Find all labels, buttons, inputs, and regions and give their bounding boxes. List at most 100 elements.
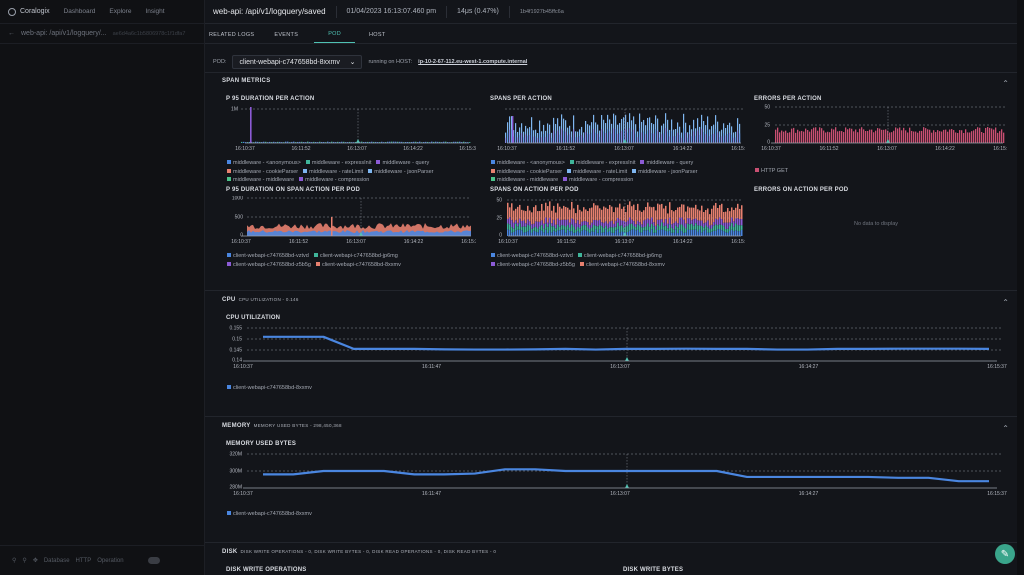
cpu-title: CPU [222,297,236,303]
spans-bar-inner [707,129,709,143]
nav-insight[interactable]: Insight [145,8,165,15]
spans-pod-bar [555,231,557,236]
errors-bar [887,130,889,143]
legend-item[interactable]: middleware - rateLimit [567,168,627,175]
legend-item[interactable]: HTTP GET [755,168,788,174]
legend-label: client-webapi-c747658bd-8xxmv [233,511,312,517]
legend-label: middleware - <anonymous> [497,160,565,166]
host-link[interactable]: ip-10-2-67-112.eu-west-1.compute.interna… [418,59,528,65]
spans-pod-bar [585,209,587,222]
span-timestamp: 01/04/2023 16:13:07.460 pm [346,8,437,15]
legend-item[interactable]: middleware - jsonParser [368,168,434,175]
legend-item[interactable]: middleware - <anonymous> [227,160,301,166]
errors-bar [841,131,843,143]
spans-pod-bar [715,202,717,219]
p95-bar [369,141,371,143]
spans-bar-inner [529,135,531,143]
spans-pod-bar [663,208,665,223]
spans-bar [583,132,585,143]
legend-item[interactable]: client-webapi-c747658bd-8xxmv [227,385,312,391]
errors-bar [831,128,833,143]
spans-pod-bar [703,212,705,224]
legend-item[interactable]: client-webapi-c747658bd-z5b5g [227,261,311,268]
legend-item[interactable]: client-webapi-c747658bd-8xxmv [579,261,665,268]
filter-database[interactable]: Database [43,557,70,564]
spans-pod-bar [667,231,669,236]
filter-operation[interactable]: Operation [97,557,124,564]
spans-bar [563,118,565,143]
legend-item[interactable]: middleware - <anonymous> [491,160,565,166]
legend-item[interactable]: middleware - middleware [491,177,558,183]
spans-pod-bar [587,227,589,232]
legend-item[interactable]: client-webapi-c747658bd-8xxmv [315,261,401,268]
spans-bar [655,115,657,143]
legend-item[interactable]: middleware - query [376,160,429,166]
legend-item[interactable]: middleware - expressInit [305,160,371,166]
chat-help-button[interactable]: ✎ [995,544,1015,564]
tab-events[interactable]: EVENTS [274,32,299,38]
spans-pod-bar [535,221,537,227]
legend-item[interactable]: middleware - cookieParser [491,168,562,175]
spans-pod-bar [547,226,549,233]
toggle-switch[interactable] [147,557,160,564]
legend-item[interactable]: client-webapi-c747658bd-8xxmv [227,511,312,517]
legend-item[interactable]: client-webapi-c747658bd-vztvd [227,253,309,259]
nav-dashboard[interactable]: Dashboard [63,8,96,15]
errors-bar [789,132,791,143]
legend-item[interactable]: middleware - expressInit [569,160,635,166]
scrollbar[interactable] [1017,0,1024,575]
move-icon[interactable]: ✥ [32,558,38,564]
spans-bar-inner [589,134,591,143]
legend-label: middleware - middleware [233,177,295,183]
legend-item[interactable]: middleware - cookieParser [227,168,298,175]
spans-bar-inner [641,132,643,143]
back-arrow-icon[interactable]: ← [8,30,15,37]
errors-bar [925,128,927,143]
spans-bar-inner [721,136,723,143]
event-marker [625,484,629,488]
search-icon[interactable]: ⚲ [12,558,17,564]
legend-item[interactable]: middleware - middleware [227,177,294,183]
spans-pod-bar [659,225,661,231]
legend-item[interactable]: middleware - jsonParser [632,168,698,175]
legend-item[interactable]: client-webapi-c747658bd-z5b5g [491,261,575,268]
tab-related-logs[interactable]: RELATED LOGS [209,32,255,38]
spans-pod-bar [605,226,607,230]
legend-item[interactable]: client-webapi-c747658bd-vztvd [491,253,573,259]
spans-bar-inner [545,136,547,143]
spans-pod-bar [701,232,703,236]
collapse-chevron-icon[interactable]: ⌃ [1002,424,1009,433]
legend-item[interactable]: middleware - rateLimit [303,168,363,175]
legend-item[interactable]: middleware - compression [563,177,633,183]
tab-host[interactable]: HOST [369,32,386,38]
trace-id[interactable]: 1b4f1927b45ffc6a [519,8,564,15]
spans-bar [641,121,643,143]
errors-bar [899,127,901,143]
breadcrumb-path[interactable]: web-api: /api/v1/logquery/... [21,30,107,37]
pod-select[interactable]: client-webapi-c747658bd-8xxmv ⌄ [232,55,363,69]
app-logo[interactable]: Coralogix [8,7,50,16]
collapse-chevron-icon[interactable]: ⌃ [1002,79,1009,88]
errors-bar [947,131,949,143]
filter-http[interactable]: HTTP [75,557,92,564]
p95-bar [391,141,393,143]
spans-pod-bar [615,230,617,236]
errors-bar [919,130,921,143]
nav-explore[interactable]: Explore [109,8,132,15]
collapse-chevron-icon[interactable]: ⌃ [1002,298,1009,307]
p95-bar [383,142,385,143]
legend-item[interactable]: client-webapi-c747658bd-jp6mg [577,253,662,259]
tab-pod[interactable]: POD [314,31,356,43]
spans-pod-bar [649,219,651,227]
legend-item[interactable]: middleware - query [640,160,693,166]
zoom-icon[interactable]: ⚲ [22,558,27,564]
chart-title-spans: SPANS PER ACTION [490,96,552,102]
spans-pod-bar [591,207,593,223]
legend-item[interactable]: middleware - compression [299,177,369,183]
spans-bar-inner [655,129,657,143]
legend-item[interactable]: client-webapi-c747658bd-jp6mg [313,253,398,259]
spans-per-action-chart: 16:10:37 16:11:52 16:13:07 16:14:22 16:15:37 [497,108,745,152]
spans-pod-bar [707,220,709,228]
spans-bar-inner [719,137,721,143]
spans-pod-bar [713,230,715,236]
